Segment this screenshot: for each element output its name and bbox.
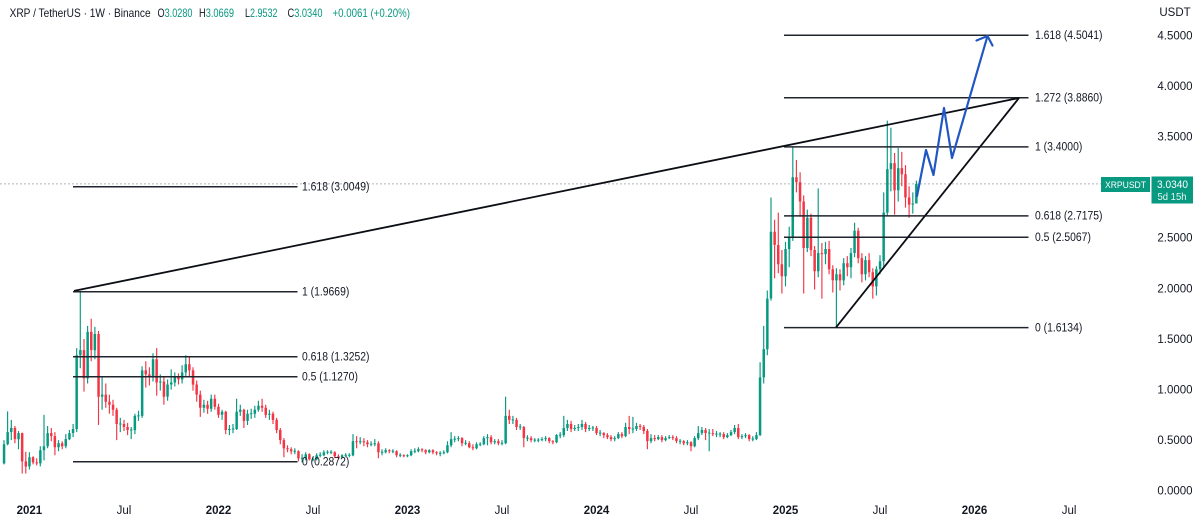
- svg-text:Jul: Jul: [684, 505, 699, 517]
- svg-text:0.618 (1.3252): 0.618 (1.3252): [302, 352, 370, 364]
- svg-text:XRPUSDT: XRPUSDT: [1105, 180, 1146, 191]
- svg-text:H3.0669: H3.0669: [199, 6, 234, 20]
- svg-text:3.0340: 3.0340: [1157, 179, 1188, 191]
- svg-text:2026: 2026: [962, 505, 988, 517]
- svg-text:4.5000: 4.5000: [1157, 31, 1192, 43]
- svg-text:0 (0.2872): 0 (0.2872): [302, 457, 349, 469]
- svg-text:Jul: Jul: [306, 505, 321, 517]
- svg-text:2021: 2021: [17, 505, 43, 517]
- svg-text:0.5000: 0.5000: [1157, 435, 1192, 447]
- svg-text:0.5 (2.5067): 0.5 (2.5067): [1035, 232, 1091, 244]
- svg-text:2023: 2023: [395, 505, 421, 517]
- svg-text:0 (1.6134): 0 (1.6134): [1035, 322, 1082, 334]
- svg-text:3.5000: 3.5000: [1157, 132, 1192, 144]
- svg-text:2022: 2022: [206, 505, 232, 517]
- svg-text:XRP / TetherUS · 1W · Binance: XRP / TetherUS · 1W · Binance: [10, 6, 151, 20]
- svg-text:2024: 2024: [584, 505, 610, 517]
- svg-text:Jul: Jul: [1062, 505, 1077, 517]
- svg-text:L2.9532: L2.9532: [245, 6, 278, 20]
- svg-text:1.618 (3.0049): 1.618 (3.0049): [302, 182, 370, 194]
- svg-text:Jul: Jul: [873, 505, 888, 517]
- svg-text:2.0000: 2.0000: [1157, 283, 1192, 295]
- svg-text:C3.0340: C3.0340: [288, 6, 323, 20]
- svg-text:1.272 (3.8860): 1.272 (3.8860): [1035, 93, 1103, 105]
- svg-text:0.5 (1.1270): 0.5 (1.1270): [302, 372, 358, 384]
- svg-text:1.5000: 1.5000: [1157, 334, 1192, 346]
- svg-text:+0.0061 (+0.20%): +0.0061 (+0.20%): [333, 6, 411, 20]
- svg-text:1.618 (4.5041): 1.618 (4.5041): [1035, 30, 1103, 42]
- svg-text:5d 15h: 5d 15h: [1158, 191, 1187, 203]
- svg-text:1.0000: 1.0000: [1157, 384, 1192, 396]
- svg-text:0.0000: 0.0000: [1157, 486, 1192, 498]
- svg-text:Jul: Jul: [117, 505, 132, 517]
- svg-text:O3.0280: O3.0280: [158, 6, 193, 20]
- svg-text:2.5000: 2.5000: [1157, 233, 1192, 245]
- svg-text:2025: 2025: [773, 505, 799, 517]
- svg-text:4.0000: 4.0000: [1157, 81, 1192, 93]
- svg-text:1 (1.9669): 1 (1.9669): [302, 287, 349, 299]
- svg-text:USDT: USDT: [1159, 7, 1190, 19]
- svg-text:0.618 (2.7175): 0.618 (2.7175): [1035, 211, 1103, 223]
- svg-text:1 (3.4000): 1 (3.4000): [1035, 142, 1082, 154]
- svg-text:Jul: Jul: [495, 505, 510, 517]
